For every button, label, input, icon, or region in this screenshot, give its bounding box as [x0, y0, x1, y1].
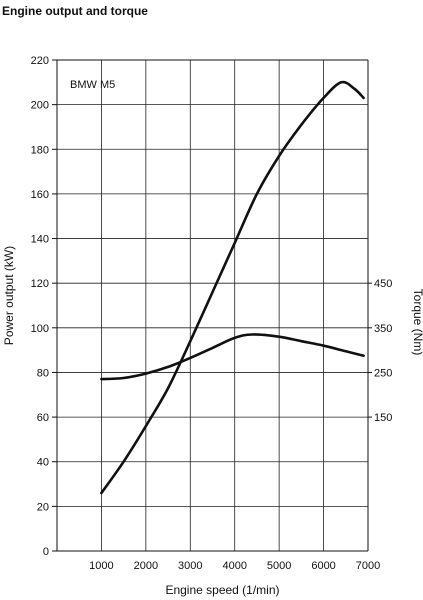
y-left-tick-label-140: 140	[31, 234, 49, 246]
chart-annotation: BMW M5	[70, 79, 115, 91]
x-tick-label-4000: 4000	[222, 560, 246, 572]
x-tick-label-5000: 5000	[267, 560, 291, 572]
y-left-tick-label-60: 60	[37, 412, 49, 424]
x-tick-label-2000: 2000	[134, 560, 158, 572]
y-left-tick-label-160: 160	[31, 189, 49, 201]
y-right-tick-label-150: 150	[374, 412, 392, 424]
x-tick-label-1000: 1000	[89, 560, 113, 572]
chart-axes	[52, 59, 372, 552]
y-right-tick-label-450: 450	[374, 278, 392, 290]
y-left-tick-label-20: 20	[37, 501, 49, 513]
page-title: Engine output and torque	[2, 4, 148, 18]
y-left-tick-label-220: 220	[31, 55, 49, 67]
x-tick-label-3000: 3000	[178, 560, 202, 572]
y-axis-left-title: Power output (kW)	[2, 246, 16, 345]
x-axis-title: Engine speed (1/min)	[165, 583, 279, 597]
y-left-tick-label-180: 180	[31, 144, 49, 156]
chart-series	[100, 80, 365, 495]
y-right-tick-label-250: 250	[374, 367, 392, 379]
y-left-tick-label-80: 80	[37, 367, 49, 379]
y-left-tick-label-0: 0	[43, 546, 49, 558]
y-left-tick-label-40: 40	[37, 457, 49, 469]
chart-labels: BMW M5 Engine speed (1/min) Power output…	[2, 55, 423, 597]
y-left-tick-label-120: 120	[31, 278, 49, 290]
y-axis-right-title: Torque (Nm)	[411, 289, 423, 356]
torque-line	[100, 333, 365, 381]
y-left-tick-label-100: 100	[31, 323, 49, 335]
chart-grid	[57, 60, 368, 551]
y-right-tick-label-350: 350	[374, 323, 392, 335]
power-output-line	[100, 80, 365, 495]
x-tick-label-7000: 7000	[356, 560, 380, 572]
x-tick-label-6000: 6000	[311, 560, 335, 572]
y-left-tick-label-200: 200	[31, 100, 49, 112]
